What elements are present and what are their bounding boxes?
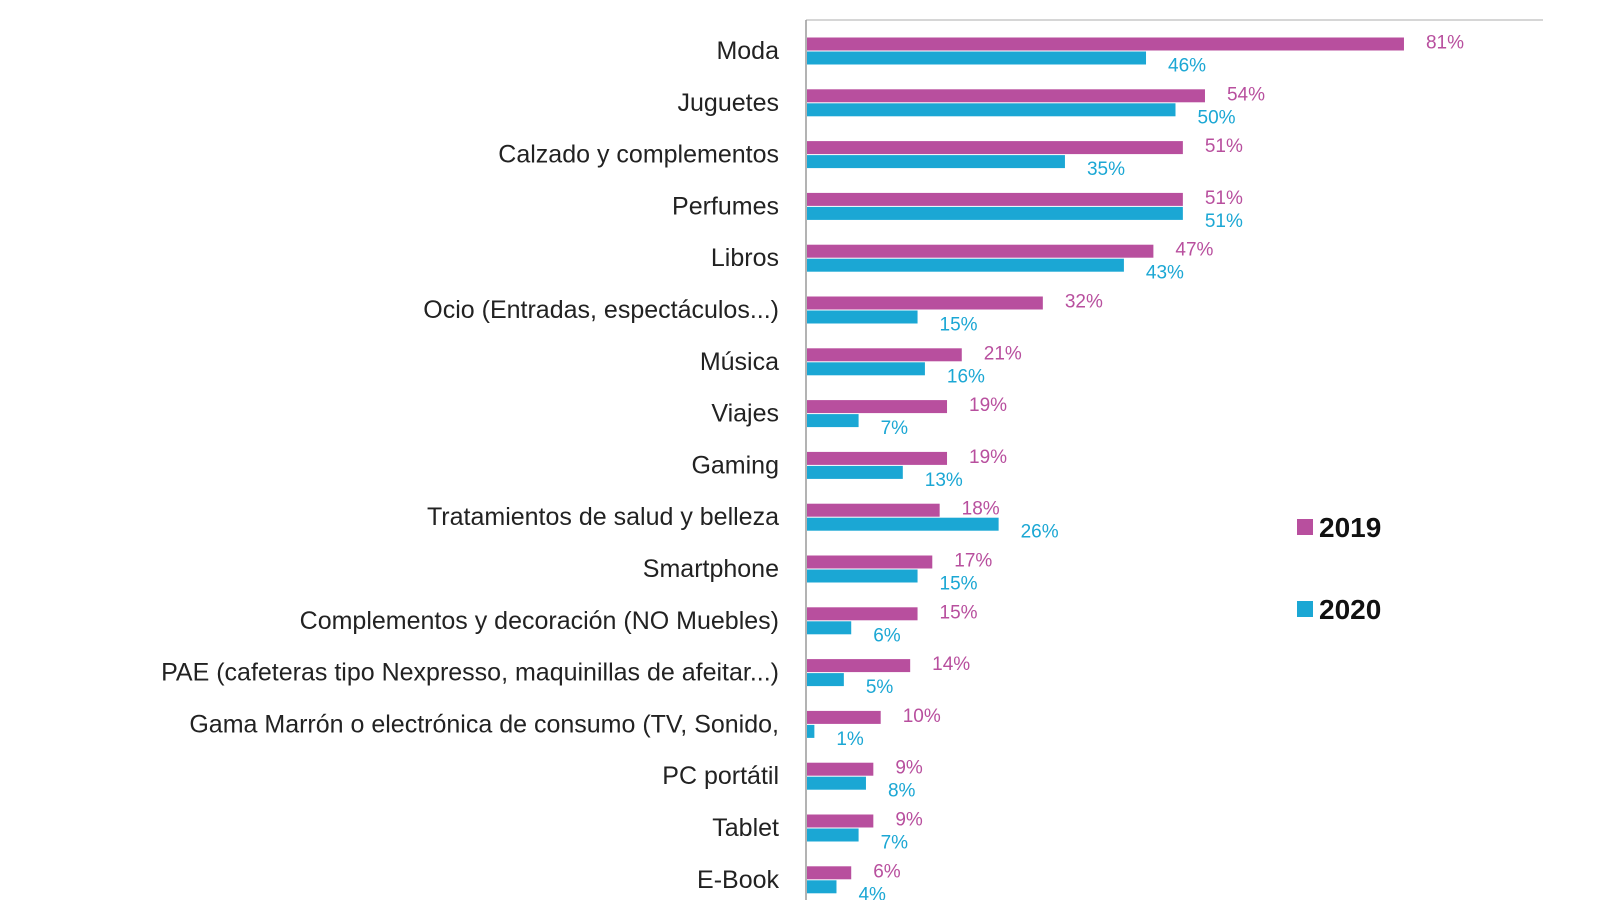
bar-2020 bbox=[807, 51, 1147, 65]
data-label-2019: 19% bbox=[969, 395, 1007, 416]
data-label-2020: 8% bbox=[888, 781, 916, 802]
data-label-2019: 54% bbox=[1227, 84, 1265, 105]
bar-2019 bbox=[807, 37, 1404, 51]
data-label-2020: 50% bbox=[1198, 107, 1236, 128]
data-label-2019: 17% bbox=[954, 551, 992, 572]
bar-2020 bbox=[807, 155, 1065, 169]
bar-2020 bbox=[807, 103, 1176, 117]
category-label: Música bbox=[700, 348, 779, 376]
bar-2019 bbox=[807, 451, 948, 465]
bar-2019 bbox=[807, 762, 874, 776]
data-label-2020: 26% bbox=[1021, 522, 1059, 543]
legend-label-2020: 2020 bbox=[1319, 594, 1381, 625]
bar-2020 bbox=[807, 776, 866, 790]
category-label: Gaming bbox=[691, 451, 779, 479]
bar-2020 bbox=[807, 465, 903, 479]
bar-2019 bbox=[807, 296, 1043, 310]
legend-label-2019: 2019 bbox=[1319, 512, 1381, 543]
data-label-2020: 15% bbox=[940, 574, 978, 595]
data-label-2019: 47% bbox=[1175, 240, 1213, 261]
category-label: PC portátil bbox=[662, 762, 779, 790]
category-label: Smartphone bbox=[643, 555, 779, 583]
bar-2019 bbox=[807, 400, 948, 414]
legend-swatch-2020 bbox=[1297, 601, 1313, 617]
legend-swatch-2019 bbox=[1297, 519, 1313, 535]
data-label-2019: 9% bbox=[895, 758, 923, 779]
data-label-2020: 4% bbox=[858, 884, 886, 900]
data-label-2020: 7% bbox=[881, 833, 909, 854]
bar-2020 bbox=[807, 414, 859, 428]
category-label: Calzado y complementos bbox=[498, 141, 779, 169]
category-label: Complementos y decoración (NO Muebles) bbox=[300, 607, 779, 635]
bar-2019 bbox=[807, 607, 918, 621]
category-label: Ocio (Entradas, espectáculos...) bbox=[423, 296, 779, 324]
category-label: Perfumes bbox=[672, 192, 779, 220]
data-label-2020: 35% bbox=[1087, 159, 1125, 180]
category-label: Tratamientos de salud y belleza bbox=[427, 503, 779, 531]
data-label-2019: 81% bbox=[1426, 33, 1464, 54]
category-label: Viajes bbox=[711, 400, 779, 428]
bar-2019 bbox=[807, 89, 1205, 103]
data-label-2019: 14% bbox=[932, 654, 970, 675]
data-label-2019: 51% bbox=[1205, 136, 1243, 157]
bar-2020 bbox=[807, 828, 859, 842]
data-label-2019: 51% bbox=[1205, 188, 1243, 209]
bar-2019 bbox=[807, 555, 933, 569]
bar-2019 bbox=[807, 814, 874, 828]
category-label: PAE (cafeteras tipo Nexpresso, maquinill… bbox=[161, 659, 779, 687]
data-label-2020: 7% bbox=[881, 418, 909, 439]
category-label: E-Book bbox=[697, 866, 779, 894]
bar-2019 bbox=[807, 710, 881, 724]
data-label-2019: 10% bbox=[903, 706, 941, 727]
data-label-2019: 9% bbox=[895, 810, 923, 831]
data-label-2020: 46% bbox=[1168, 56, 1206, 77]
data-label-2019: 19% bbox=[969, 447, 1007, 468]
data-label-2020: 16% bbox=[947, 366, 985, 387]
data-label-2019: 6% bbox=[873, 861, 901, 882]
data-label-2019: 18% bbox=[962, 499, 1000, 520]
bar-2020 bbox=[807, 310, 918, 324]
data-label-2020: 6% bbox=[873, 625, 901, 646]
bar-2019 bbox=[807, 659, 911, 673]
category-label: Moda bbox=[716, 37, 779, 65]
bar-2020 bbox=[807, 673, 844, 687]
data-label-2020: 43% bbox=[1146, 263, 1184, 284]
category-label: Libros bbox=[711, 244, 779, 272]
bar-2019 bbox=[807, 503, 940, 517]
data-label-2020: 5% bbox=[866, 677, 894, 698]
data-label-2019: 15% bbox=[940, 602, 978, 623]
bar-2020 bbox=[807, 517, 999, 531]
bar-2020 bbox=[807, 258, 1124, 272]
bar-2020 bbox=[807, 621, 852, 635]
bar-2020 bbox=[807, 569, 918, 583]
bar-2019 bbox=[807, 192, 1183, 206]
bar-2020 bbox=[807, 206, 1183, 220]
bar-2019 bbox=[807, 141, 1183, 155]
bar-2019 bbox=[807, 244, 1154, 258]
bar-2020 bbox=[807, 880, 837, 894]
data-label-2020: 51% bbox=[1205, 211, 1243, 232]
data-label-2019: 21% bbox=[984, 343, 1022, 364]
bar-2020 bbox=[807, 724, 815, 738]
data-label-2020: 15% bbox=[940, 315, 978, 336]
bar-2019 bbox=[807, 348, 962, 362]
bar-2019 bbox=[807, 866, 852, 880]
data-label-2020: 13% bbox=[925, 470, 963, 491]
data-label-2019: 32% bbox=[1065, 292, 1103, 313]
data-label-2020: 1% bbox=[836, 729, 864, 750]
category-label: Gama Marrón o electrónica de consumo (TV… bbox=[189, 710, 779, 738]
category-label: Juguetes bbox=[678, 89, 779, 117]
bar-2020 bbox=[807, 362, 925, 376]
category-label: Tablet bbox=[712, 814, 779, 842]
